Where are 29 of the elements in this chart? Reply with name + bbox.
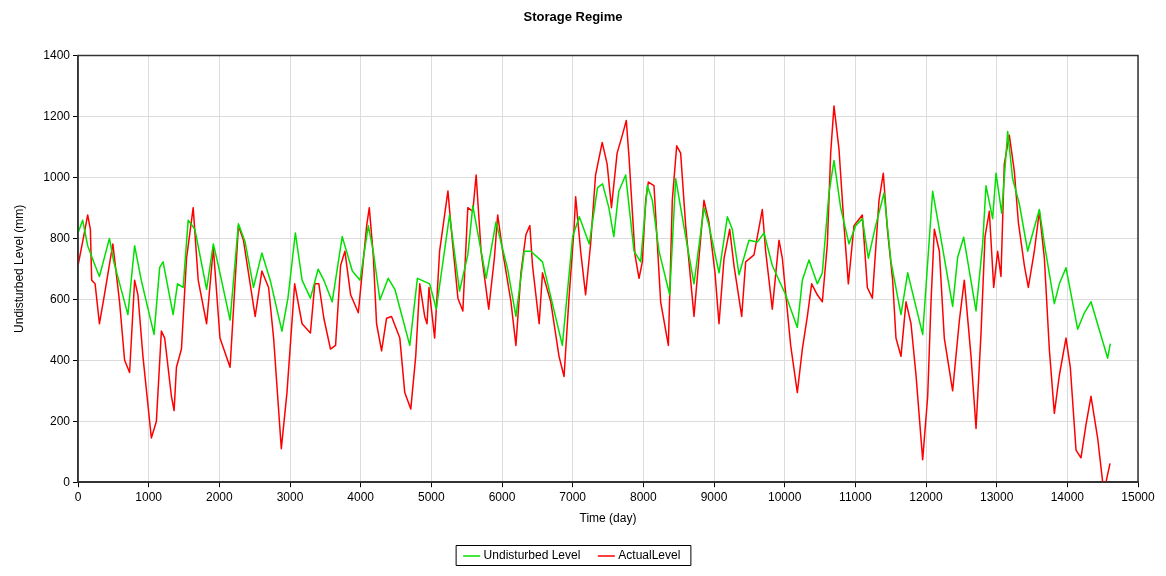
x-tick-label: 11000	[839, 489, 872, 504]
y-tick-label: 1400	[43, 47, 71, 62]
x-tick-label: 4000	[347, 489, 375, 504]
x-tick-label: 12000	[909, 489, 944, 504]
y-tick-label: 200	[49, 413, 71, 428]
x-tick-label: 7000	[559, 489, 587, 504]
x-tick-label: 14000	[1050, 489, 1085, 504]
y-tick-label: 1000	[43, 169, 71, 184]
x-tick-label: 9000	[700, 489, 728, 504]
y-tick-label: 800	[49, 230, 71, 245]
x-tick-label: 1000	[135, 489, 163, 504]
y-tick-label: 1200	[43, 108, 71, 123]
x-tick-label: 13000	[979, 489, 1014, 504]
x-tick-label: 10000	[767, 489, 802, 504]
chart-title: Storage Regime	[523, 9, 623, 25]
x-axis-title: Time (day)	[579, 511, 637, 526]
x-tick-label: 6000	[488, 489, 516, 504]
legend-label: ActualLevel	[618, 548, 681, 563]
y-tick-label: 600	[49, 291, 71, 306]
y-tick-label: 400	[49, 352, 71, 367]
y-axis-title: Undisturbed Level (mm)	[11, 204, 26, 333]
x-tick-label: 3000	[276, 489, 304, 504]
x-tick-label: 0	[74, 489, 82, 504]
y-tick-label: 0	[63, 474, 71, 489]
x-tick-label: 2000	[205, 489, 233, 504]
x-tick-label: 5000	[417, 489, 445, 504]
x-tick-label: 15000	[1121, 489, 1156, 504]
legend-label: Undisturbed Level	[483, 548, 581, 563]
x-tick-label: 8000	[629, 489, 657, 504]
